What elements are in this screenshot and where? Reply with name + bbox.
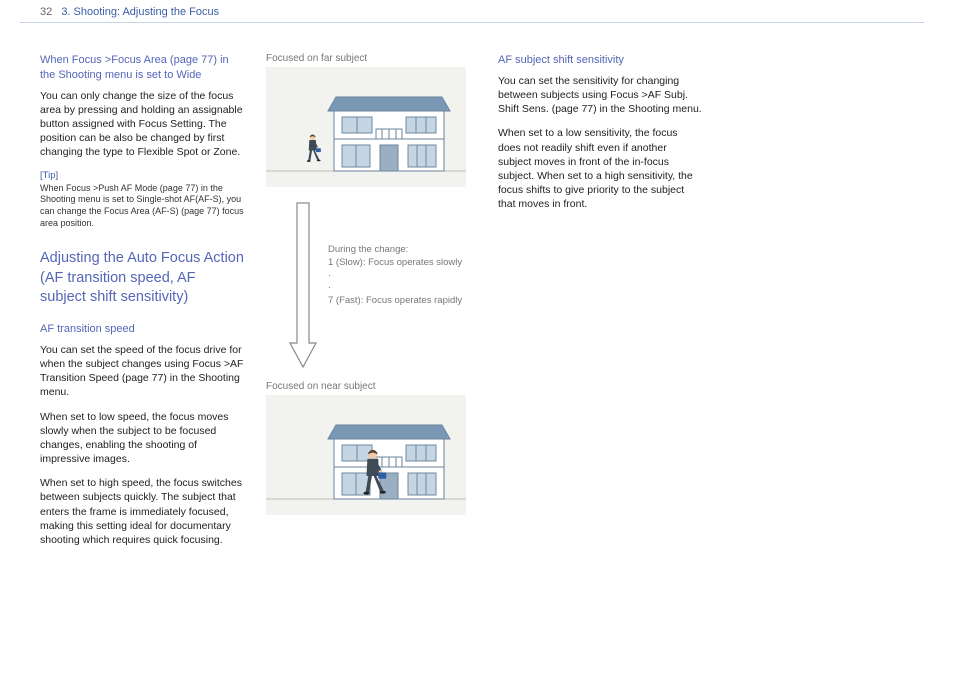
illustration-near-subject <box>266 395 466 515</box>
column-left: When Focus >Focus Area (page 77) in the … <box>40 53 244 557</box>
content-columns: When Focus >Focus Area (page 77) in the … <box>0 23 954 557</box>
breadcrumb: 3. Shooting: Adjusting the Focus <box>61 6 219 18</box>
transition-arrow-block: During the change: 1 (Slow): Focus opera… <box>266 201 466 371</box>
body-text: When set to low speed, the focus moves s… <box>40 410 244 467</box>
arrow-line: During the change: <box>328 244 462 257</box>
arrow-dot: · <box>328 282 462 295</box>
body-text: You can only change the size of the focu… <box>40 89 244 160</box>
down-arrow-icon <box>288 201 318 371</box>
tip-label: [Tip] <box>40 170 244 181</box>
arrow-dot: · <box>328 270 462 283</box>
column-right: AF subject shift sensitivity You can set… <box>498 53 702 557</box>
body-text: When set to a low sensitivity, the focus… <box>498 126 702 211</box>
page-header: 32 3. Shooting: Adjusting the Focus <box>20 0 924 23</box>
section-title-af-shift-sensitivity: AF subject shift sensitivity <box>498 53 702 68</box>
section-title-adjusting-af-action: Adjusting the Auto Focus Action (AF tran… <box>40 249 244 308</box>
section-title-focus-area-wide: When Focus >Focus Area (page 77) in the … <box>40 53 244 83</box>
arrow-line: 7 (Fast): Focus operates rapidly <box>328 295 462 308</box>
illustration-far-subject <box>266 67 466 187</box>
arrow-description: During the change: 1 (Slow): Focus opera… <box>328 244 462 308</box>
body-text: When set to high speed, the focus switch… <box>40 476 244 547</box>
body-text: You can set the speed of the focus drive… <box>40 343 244 400</box>
column-middle: Focused on far subject <box>266 53 476 557</box>
label-focused-near: Focused on near subject <box>266 381 476 392</box>
page-number: 32 <box>40 6 52 18</box>
label-focused-far: Focused on far subject <box>266 53 476 64</box>
body-text: You can set the sensitivity for changing… <box>498 74 702 117</box>
arrow-line: 1 (Slow): Focus operates slowly <box>328 257 462 270</box>
section-title-af-transition-speed: AF transition speed <box>40 322 244 337</box>
tip-body: When Focus >Push AF Mode (page 77) in th… <box>40 183 244 230</box>
